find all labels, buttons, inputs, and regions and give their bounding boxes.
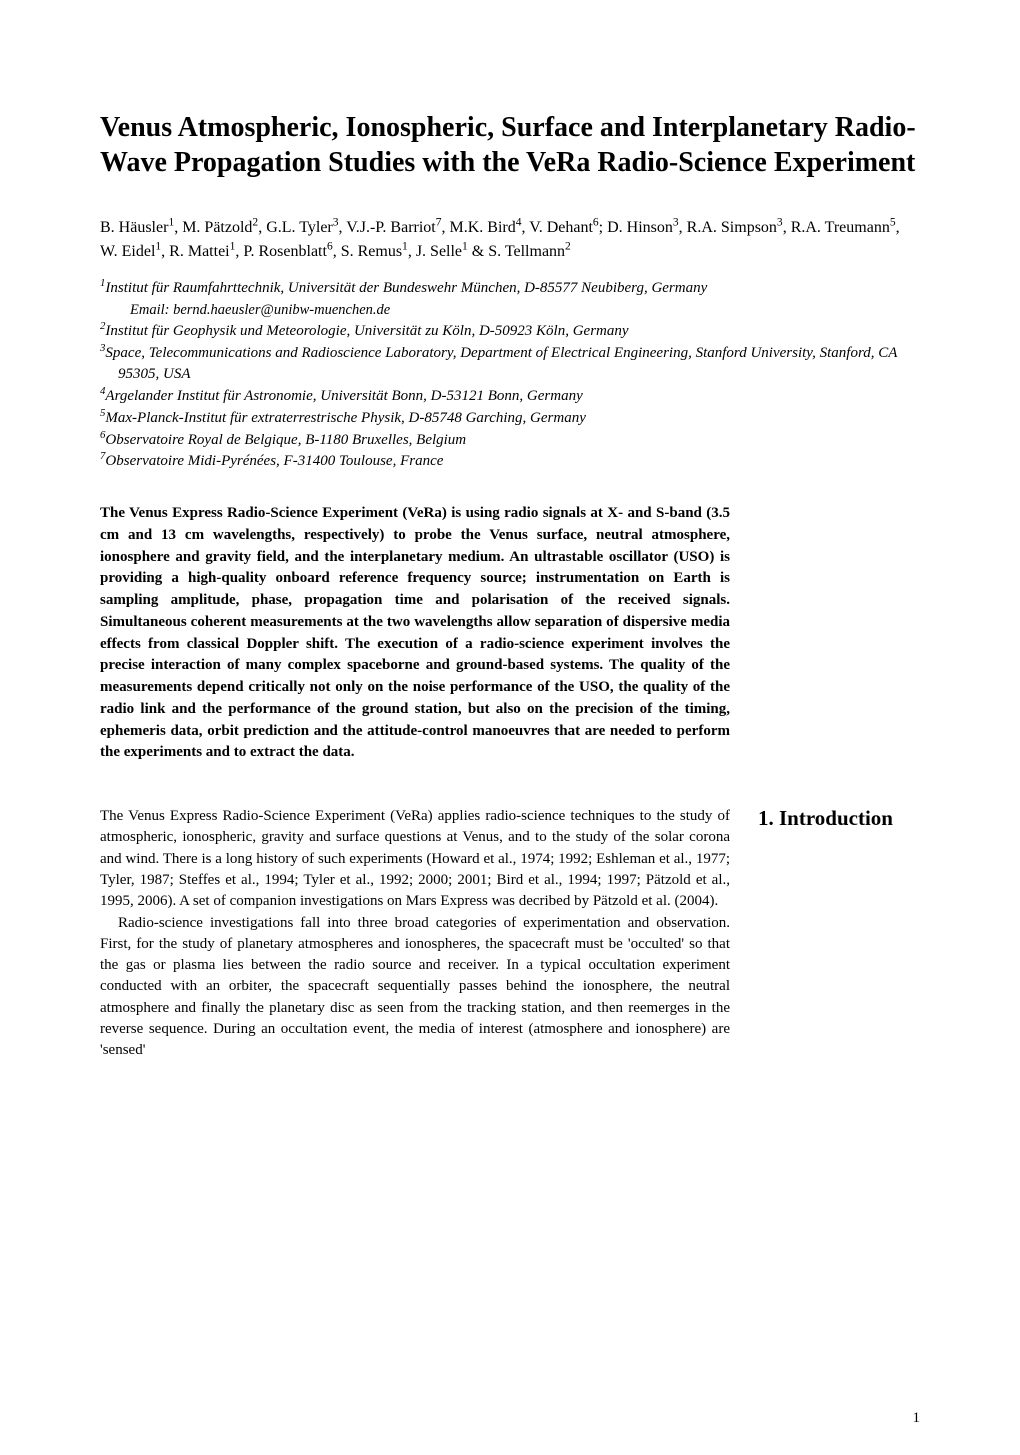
page-title: Venus Atmospheric, Ionospheric, Surface … xyxy=(100,110,920,180)
section-heading: 1. Introduction xyxy=(758,806,893,1062)
affil-text: Max-Planck-Institut für extraterrestrisc… xyxy=(105,410,585,426)
body-column: The Venus Express Radio-Science Experime… xyxy=(100,806,730,1062)
affiliation-1: 1Institut für Raumfahrttechnik, Universi… xyxy=(100,278,920,300)
affiliation-3: 3Space, Telecommunications and Radioscie… xyxy=(100,343,920,387)
affiliations-block: 1Institut für Raumfahrttechnik, Universi… xyxy=(100,278,920,473)
affil-text: Institut für Geophysik und Meteorologie,… xyxy=(105,323,628,339)
affiliation-6: 6Observatoire Royal de Belgique, B-1180 … xyxy=(100,430,920,452)
body-paragraph-1: The Venus Express Radio-Science Experime… xyxy=(100,806,730,912)
authors-list: B. Häusler1, M. Pätzold2, G.L. Tyler3, V… xyxy=(100,216,920,264)
affil-text: Observatoire Midi-Pyrénées, F-31400 Toul… xyxy=(105,453,443,469)
introduction-section: The Venus Express Radio-Science Experime… xyxy=(100,806,920,1062)
affil-text: Argelander Institut für Astronomie, Univ… xyxy=(105,388,582,404)
affiliation-2: 2Institut für Geophysik und Meteorologie… xyxy=(100,321,920,343)
affiliation-7: 7Observatoire Midi-Pyrénées, F-31400 Tou… xyxy=(100,451,920,473)
corresponding-email: Email: bernd.haeusler@unibw-muenchen.de xyxy=(100,300,920,321)
affil-text: Space, Telecommunications and Radioscien… xyxy=(105,345,897,383)
affiliation-5: 5Max-Planck-Institut für extraterrestris… xyxy=(100,408,920,430)
affil-text: Observatoire Royal de Belgique, B-1180 B… xyxy=(105,432,466,448)
affiliation-4: 4Argelander Institut für Astronomie, Uni… xyxy=(100,386,920,408)
page-number: 1 xyxy=(913,1410,921,1427)
abstract-text: The Venus Express Radio-Science Experime… xyxy=(100,503,730,764)
affil-text: Institut für Raumfahrttechnik, Universit… xyxy=(105,280,707,296)
body-paragraph-2: Radio-science investigations fall into t… xyxy=(100,913,730,1062)
